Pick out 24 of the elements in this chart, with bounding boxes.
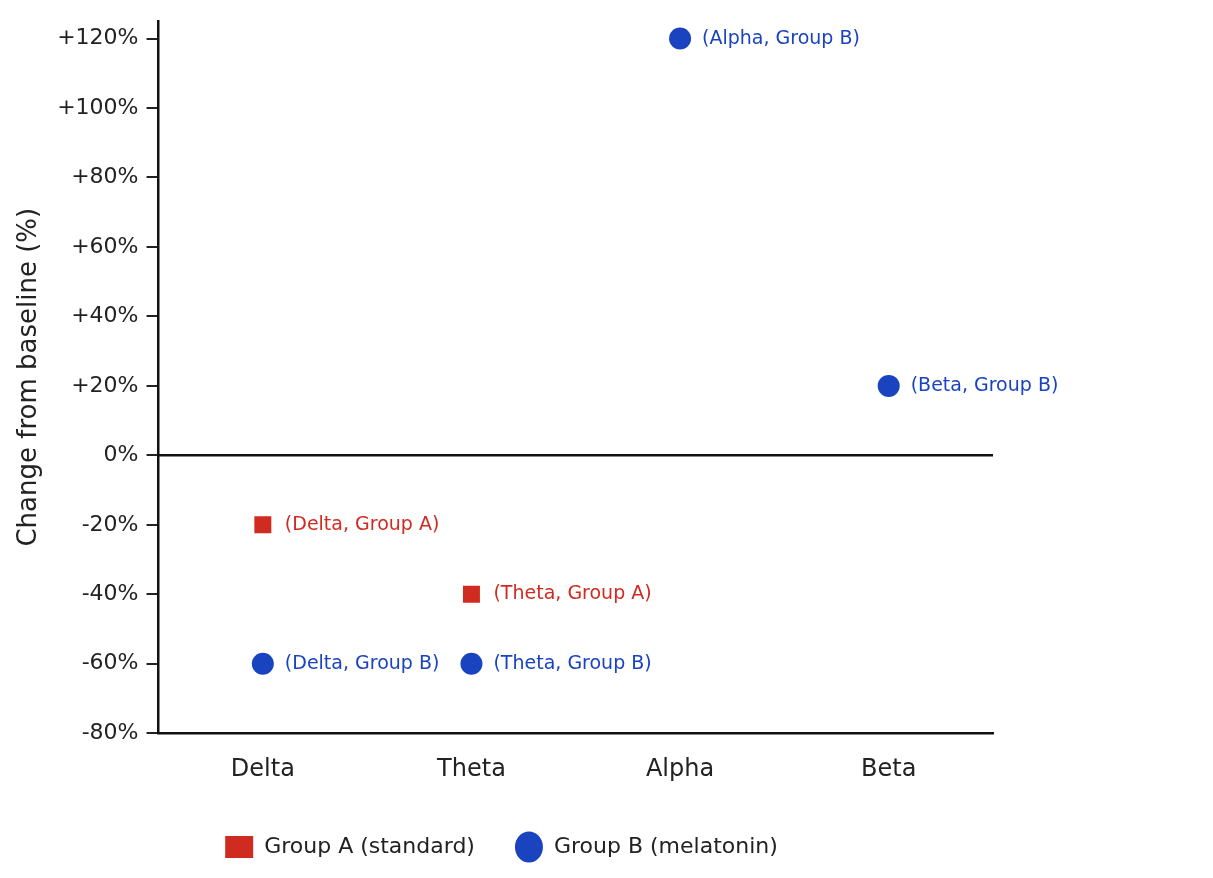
annotation: (Beta, Group B) <box>910 372 1059 395</box>
annotation: (Delta, Group A) <box>284 511 440 534</box>
y-tick-label: +100% <box>57 93 139 119</box>
annotation: (Delta, Group B) <box>284 650 440 673</box>
legend-label: Group B (melatonin) <box>553 832 778 858</box>
legend-label: Group A (standard) <box>264 832 475 858</box>
y-tick-label: +80% <box>71 163 139 189</box>
y-axis-title: Change from baseline (%) <box>12 207 43 547</box>
y-tick-label: -20% <box>81 510 139 536</box>
y-tick-label: -80% <box>81 718 139 744</box>
y-tick-label: +20% <box>71 371 139 397</box>
y-tick-label: +120% <box>57 24 139 50</box>
y-tick-label: +40% <box>71 302 139 328</box>
y-tick-label: -40% <box>81 579 139 605</box>
y-tick-label: -60% <box>81 649 139 675</box>
y-tick-label: 0% <box>103 441 139 467</box>
annotation: (Alpha, Group B) <box>702 25 860 48</box>
y-tick-label: +60% <box>71 232 139 258</box>
x-tick-label: Beta <box>861 753 917 782</box>
x-tick-label: Theta <box>436 753 506 782</box>
annotation: (Theta, Group A) <box>493 581 652 604</box>
x-tick-label: Alpha <box>645 753 715 782</box>
x-tick-label: Delta <box>230 753 295 782</box>
annotation: (Theta, Group B) <box>493 650 652 673</box>
